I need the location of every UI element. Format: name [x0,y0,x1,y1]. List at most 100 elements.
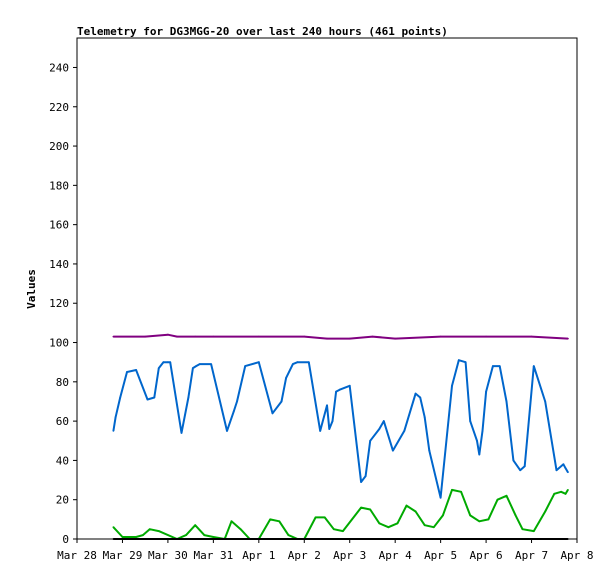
y-tick-label: 40 [56,454,69,467]
data-point [496,498,499,501]
data-point [192,367,194,369]
data-point [307,361,310,364]
data-point [451,384,453,387]
series-1 [112,359,569,499]
data-point [439,496,442,499]
data-point [338,388,341,391]
data-point [544,400,547,403]
data-point [176,335,178,338]
data-point [451,489,453,491]
data-point [198,363,201,365]
data-point [414,392,417,395]
x-tick-label: Apr 6 [470,549,503,562]
series-line [113,333,568,340]
data-point [257,335,260,338]
x-tick-label: Apr 5 [424,549,457,562]
data-point [369,508,372,511]
data-point [564,467,567,470]
data-point [328,428,331,430]
data-point [326,404,328,407]
data-point [519,469,522,472]
data-point [194,335,197,338]
data-point [169,361,172,364]
data-point [530,335,533,338]
data-point [126,371,128,373]
data-point [532,530,535,532]
y-tick-label: 120 [49,297,69,310]
x-tick-label: Apr 3 [333,549,366,562]
data-point [119,396,122,399]
data-point [185,534,188,536]
data-point [403,430,406,432]
x-tick-label: Apr 7 [515,549,548,562]
data-point [405,504,408,507]
y-tick-label: 0 [62,533,69,546]
data-point [487,518,490,521]
data-point [505,400,508,403]
data-point [378,428,381,430]
y-tick-label: 80 [56,376,69,389]
y-tick-label: 60 [56,415,69,428]
data-point [532,365,535,367]
data-point [112,538,115,540]
y-tick-label: 240 [49,61,69,74]
data-point [521,528,524,531]
data-point [144,335,147,338]
data-point [203,534,206,536]
data-point [142,534,144,536]
series-layer [112,333,569,540]
data-point [239,528,242,531]
data-point [157,530,160,532]
y-tick-label: 200 [49,140,69,153]
data-point [514,514,517,517]
data-point [232,410,235,413]
data-point [194,524,197,527]
data-point [332,528,335,531]
data-point [323,516,326,519]
data-point [335,390,337,393]
x-tick-label: Mar 28 [57,549,97,562]
data-point [285,377,287,379]
data-point [360,506,362,509]
data-point [148,528,151,531]
data-point [476,439,478,442]
data-point [512,459,515,462]
data-point [469,514,472,517]
series-3 [112,538,569,540]
data-point [195,365,198,367]
data-point [135,369,138,371]
data-point [287,534,290,536]
data-point [567,337,569,340]
y-axis-label: Values [25,269,38,309]
data-point [478,453,481,456]
data-point [560,490,562,493]
data-point [378,522,381,525]
data-point [236,400,238,403]
data-point [439,335,442,338]
data-point [326,337,328,340]
data-point [348,337,351,340]
data-point [428,449,431,452]
data-point [464,361,467,364]
data-point [432,526,435,529]
data-point [485,335,487,338]
data-point [296,361,299,364]
plot-frame [76,37,578,540]
data-point [167,361,169,364]
y-tick-label: 20 [56,494,69,507]
data-point [331,420,334,422]
y-tick-label: 220 [49,101,69,114]
data-point [460,490,462,493]
data-point [555,469,558,472]
data-point [314,516,317,519]
data-point [485,390,487,393]
data-point [523,465,526,468]
data-point [112,526,115,529]
data-point [564,492,567,495]
data-point [230,520,233,523]
data-point [360,481,362,483]
data-point [505,494,508,497]
data-point [114,416,117,419]
data-point [396,522,399,525]
